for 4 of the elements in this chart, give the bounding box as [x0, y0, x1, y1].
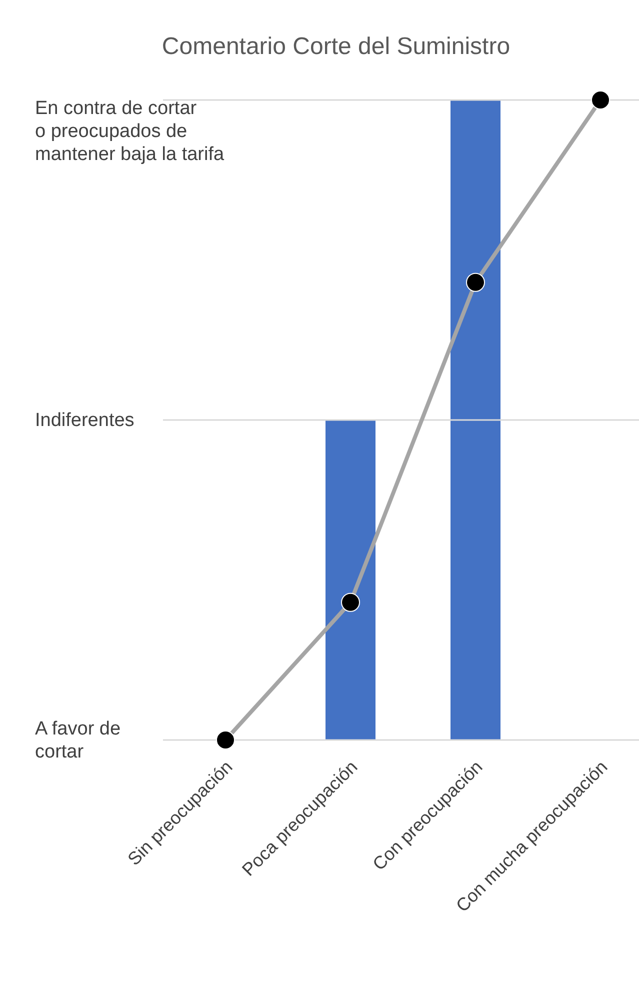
text: A favor de cortar	[35, 718, 121, 762]
chart-title: Comentario Corte del Suministro	[162, 33, 510, 60]
ref-line-label: Indiferentes	[35, 410, 134, 431]
ref-line-label: En contra de cortar o preocupados de mantener baja la tarifa	[35, 98, 224, 165]
